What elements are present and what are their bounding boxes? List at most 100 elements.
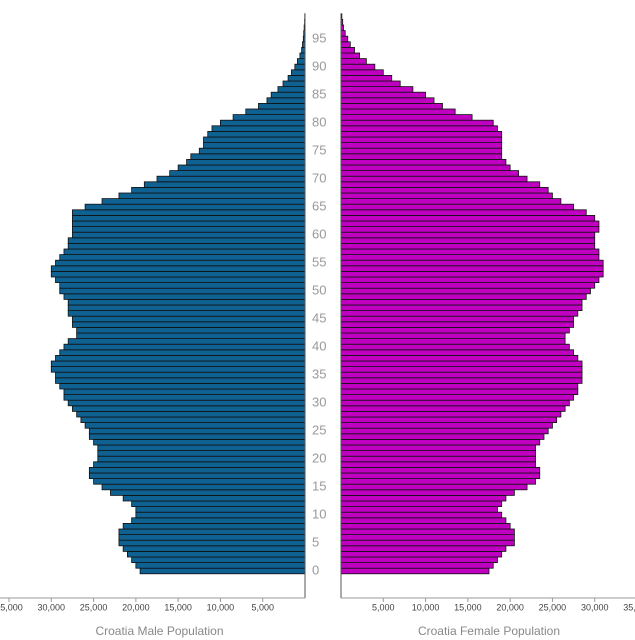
bar <box>340 198 562 205</box>
bar <box>186 158 306 166</box>
bar <box>340 315 574 323</box>
bar <box>63 293 306 300</box>
bar <box>340 209 587 216</box>
bar <box>340 500 503 507</box>
bar <box>340 461 536 468</box>
bar <box>340 388 579 395</box>
bar <box>93 478 306 485</box>
bar <box>63 394 306 401</box>
x-tick-label: 10,000 <box>207 602 235 612</box>
bar <box>80 416 306 423</box>
bar <box>122 523 306 530</box>
bar <box>340 119 494 127</box>
bar <box>340 427 549 435</box>
bar <box>59 254 306 261</box>
bar <box>340 472 541 479</box>
x-tick-label: 20,000 <box>122 602 150 612</box>
bar <box>67 237 306 244</box>
bar <box>340 343 570 351</box>
bar <box>340 80 401 87</box>
bar <box>55 354 306 362</box>
bar <box>101 198 306 205</box>
bar <box>135 562 306 569</box>
bar <box>50 360 306 367</box>
bar <box>340 562 494 569</box>
age-label: 50 <box>312 282 326 297</box>
bar <box>340 41 351 48</box>
bar <box>340 405 566 412</box>
age-label: 90 <box>312 58 326 73</box>
bar <box>340 170 520 177</box>
bar <box>156 175 306 183</box>
bar <box>340 466 541 474</box>
age-label: 85 <box>312 86 326 101</box>
bar <box>67 310 306 317</box>
bar <box>135 511 306 519</box>
bar <box>76 326 306 334</box>
bar <box>72 321 306 328</box>
x-tick-label: 25,000 <box>539 602 567 612</box>
bar <box>131 186 306 194</box>
bar <box>340 450 536 457</box>
bar <box>72 214 306 222</box>
axis-label: Croatia Male Population <box>95 624 223 638</box>
age-label: 10 <box>312 506 326 521</box>
bar <box>340 438 541 446</box>
bar <box>340 282 596 289</box>
bar <box>340 332 566 339</box>
bar <box>122 545 306 552</box>
age-label: 55 <box>312 254 326 269</box>
bar <box>340 158 507 166</box>
bar <box>340 422 553 429</box>
bar <box>340 410 562 418</box>
bar <box>177 164 306 171</box>
bar <box>55 371 306 379</box>
bar <box>340 506 498 513</box>
bar <box>340 203 574 211</box>
bar <box>340 52 361 59</box>
bar <box>72 209 306 216</box>
bar <box>340 416 558 423</box>
bar <box>340 226 600 233</box>
bar <box>340 69 384 76</box>
bar <box>72 226 306 233</box>
age-label: 75 <box>312 142 326 157</box>
bar <box>340 371 583 379</box>
bar <box>340 349 574 356</box>
bar <box>340 338 566 345</box>
bar <box>118 539 306 547</box>
bar <box>169 170 306 177</box>
age-label: 95 <box>312 30 326 45</box>
bar <box>340 287 591 295</box>
bar <box>340 125 498 132</box>
bar <box>287 75 306 82</box>
bar <box>340 270 604 278</box>
age-label: 5 <box>312 534 319 549</box>
bar <box>72 315 306 323</box>
x-tick-label: 30,000 <box>581 602 609 612</box>
bar <box>340 567 490 575</box>
bar <box>340 382 579 390</box>
x-tick-label: 20,000 <box>496 602 524 612</box>
bar <box>340 298 583 306</box>
bar <box>340 114 473 121</box>
bar <box>340 30 346 37</box>
bar <box>340 304 583 311</box>
bar <box>340 181 541 188</box>
x-tick-label: 35,000 <box>0 602 23 612</box>
bar <box>131 500 306 507</box>
bar <box>277 86 306 93</box>
x-tick-label: 15,000 <box>454 602 482 612</box>
x-tick-label: 5,000 <box>372 602 395 612</box>
bar <box>340 483 528 491</box>
bar <box>291 69 306 76</box>
bar <box>72 220 306 227</box>
bar <box>340 455 536 463</box>
x-tick-label: 30,000 <box>38 602 66 612</box>
bar <box>59 382 306 390</box>
bar <box>118 528 306 535</box>
bar <box>340 511 503 519</box>
bar <box>67 298 306 306</box>
bar <box>340 444 536 451</box>
age-label: 60 <box>312 226 326 241</box>
